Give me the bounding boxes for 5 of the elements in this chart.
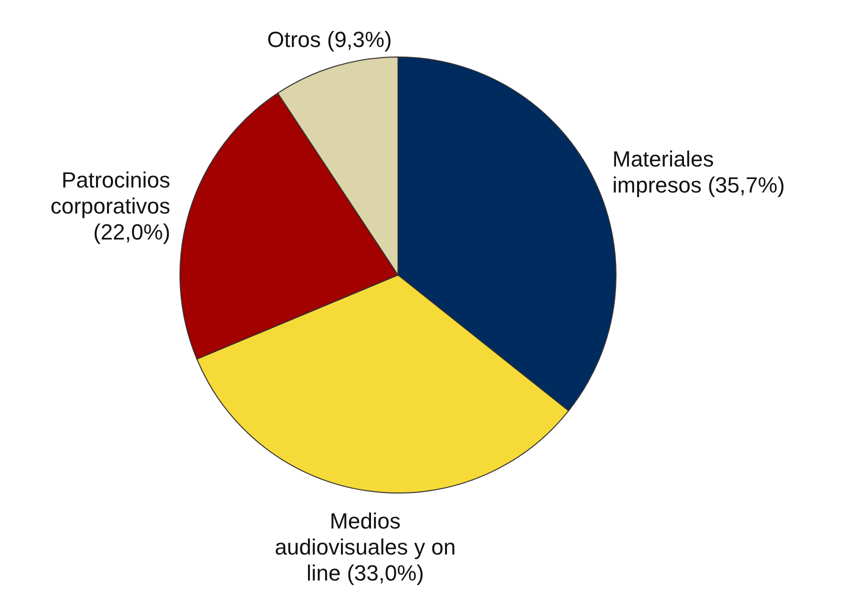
slice-label: Otros (9,3%) (267, 27, 392, 52)
slice-label: Medios audiovisuales y on line (33,0%) (274, 508, 456, 586)
slice-label: Patrocinios corporativos (50, 167, 170, 218)
slice-label: Materiales impresos (35,7%) (612, 146, 785, 198)
data-label: (22,0%) (93, 219, 170, 244)
